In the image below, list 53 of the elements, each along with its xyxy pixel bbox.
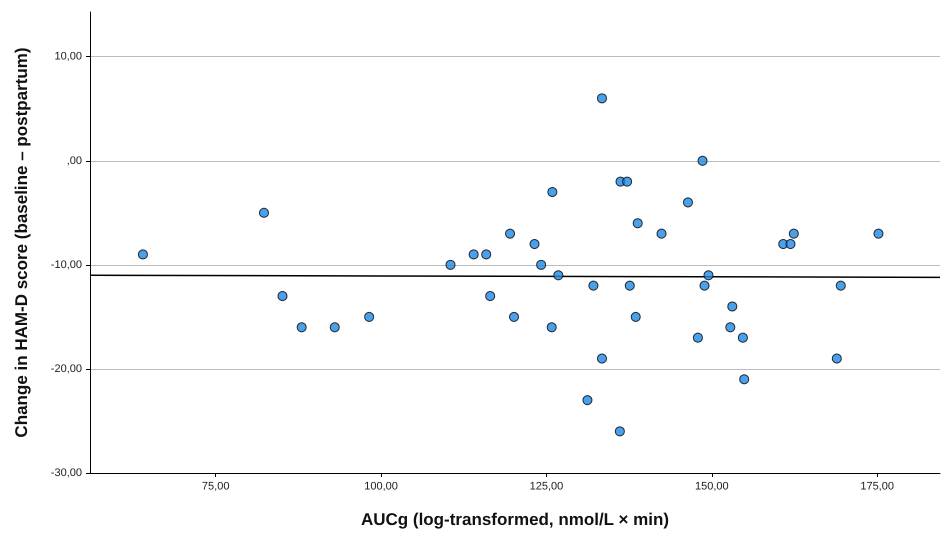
point xyxy=(656,228,667,239)
x-tick-label: 175,00 xyxy=(860,480,894,492)
y-tick-label: 10,00 xyxy=(54,50,82,63)
point xyxy=(596,354,607,364)
point xyxy=(836,280,846,291)
point xyxy=(622,176,632,187)
point xyxy=(530,239,540,250)
point xyxy=(703,270,714,280)
point xyxy=(624,280,635,291)
point xyxy=(278,291,288,302)
point xyxy=(330,322,340,332)
point xyxy=(630,312,641,322)
point xyxy=(682,197,693,208)
point xyxy=(588,280,598,291)
point xyxy=(786,239,796,250)
y-axis-title: Change in HAM-D score (baseline – postpartum) xyxy=(12,47,31,438)
point xyxy=(258,208,269,218)
point xyxy=(727,302,738,312)
point xyxy=(582,395,592,406)
point xyxy=(596,93,607,104)
y-tick-label: -30,00 xyxy=(50,467,82,479)
x-axis-title: AUCg (log-transformed, nmol/L × min) xyxy=(360,510,670,529)
x-tick-label: 75,00 xyxy=(202,480,230,492)
point xyxy=(692,332,703,343)
point xyxy=(509,312,520,322)
point xyxy=(832,354,842,364)
x-tick-label: 125,00 xyxy=(530,480,564,492)
point xyxy=(138,249,148,260)
point xyxy=(446,260,456,270)
point xyxy=(505,228,516,239)
point xyxy=(364,312,374,322)
point xyxy=(725,322,736,332)
point xyxy=(873,228,884,239)
point xyxy=(788,228,799,239)
point xyxy=(700,280,710,291)
point xyxy=(536,260,546,270)
x-tick-label: 150,00 xyxy=(694,480,729,492)
y-tick-label: -20,00 xyxy=(50,362,82,375)
x-tick-label: 100,00 xyxy=(364,480,398,492)
point xyxy=(481,249,492,260)
point xyxy=(698,156,708,166)
point xyxy=(738,332,748,343)
point xyxy=(468,249,479,260)
point xyxy=(614,426,625,436)
point xyxy=(553,270,564,280)
point xyxy=(547,187,558,198)
point xyxy=(739,374,750,384)
y-tick-label: -10,00 xyxy=(50,258,82,271)
point xyxy=(632,218,643,228)
point xyxy=(485,291,496,302)
y-tick-label: ,00 xyxy=(66,154,82,167)
point xyxy=(296,322,307,332)
point xyxy=(546,322,557,332)
